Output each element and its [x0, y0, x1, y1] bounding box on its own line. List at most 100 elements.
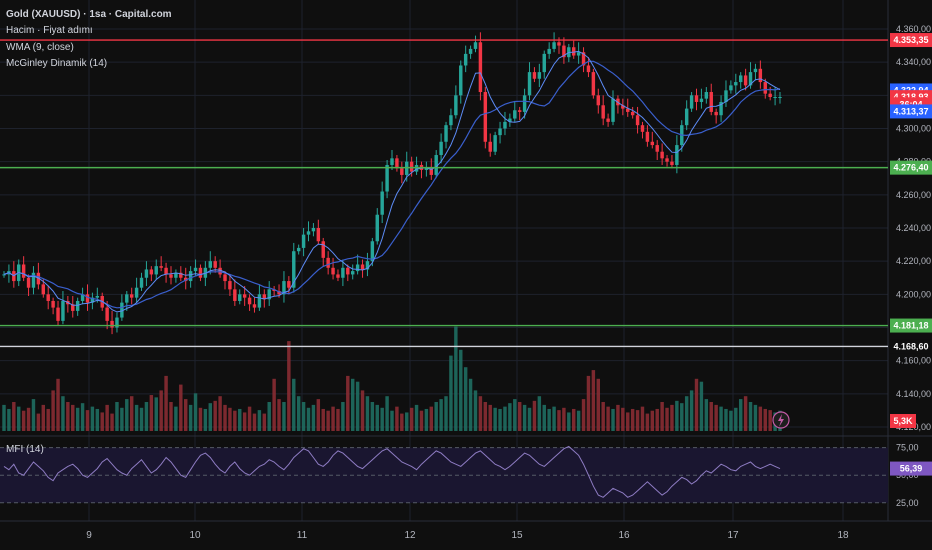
- candle-body: [51, 300, 55, 308]
- volume-bar: [370, 402, 375, 431]
- mfi-value-text: 56,39: [900, 464, 923, 474]
- volume-bar: [621, 407, 625, 431]
- volume-bar: [596, 378, 600, 431]
- candle-body: [660, 151, 664, 159]
- candle-body: [242, 294, 247, 298]
- candle-body: [724, 90, 728, 102]
- candle-body: [350, 271, 355, 275]
- candle-body: [483, 92, 488, 142]
- candle-body: [95, 295, 100, 298]
- volume-bar: [616, 404, 620, 431]
- volume-bar: [31, 399, 36, 431]
- candle-body: [434, 155, 438, 175]
- current-price-text: 4.318,93: [893, 92, 928, 102]
- candle-body: [650, 141, 655, 146]
- volume-bar: [174, 406, 178, 431]
- candle-body: [139, 277, 144, 288]
- volume-bar: [606, 406, 610, 431]
- volume-bar: [193, 393, 198, 431]
- candle-body: [537, 72, 542, 79]
- volume-bar: [763, 408, 767, 431]
- candle-body: [591, 72, 596, 96]
- volume-bar: [493, 407, 497, 431]
- candle-body: [449, 115, 453, 126]
- time-axis-label: 17: [727, 530, 739, 541]
- volume-bar: [409, 407, 414, 431]
- volume-bar: [144, 402, 149, 431]
- volume-bar: [640, 406, 645, 431]
- volume-indicator-label[interactable]: Hacim · Fiyat adımı: [6, 25, 93, 36]
- volume-bar: [508, 403, 512, 431]
- mcginley-indicator-label[interactable]: McGinley Dinamik (14): [6, 58, 108, 69]
- volume-bar: [626, 412, 630, 431]
- candle-body: [675, 145, 679, 165]
- candle-body: [375, 214, 379, 242]
- volume-bar: [522, 404, 527, 431]
- volume-bar: [292, 378, 296, 431]
- candle-body: [729, 85, 733, 91]
- level-price-text: 4.181,18: [893, 321, 928, 331]
- price-tick-label: 4.360,00: [896, 24, 931, 34]
- volume-bar: [365, 396, 370, 431]
- current-price-badge: [890, 104, 932, 119]
- candle-body: [748, 72, 753, 86]
- volume-bar: [395, 406, 399, 431]
- candle-body: [272, 289, 276, 292]
- volume-bar: [758, 406, 763, 431]
- candle-body: [670, 161, 674, 165]
- time-axis-label: 9: [86, 530, 92, 541]
- volume-bar: [360, 390, 365, 431]
- volume-bar: [670, 404, 674, 431]
- candle-body: [522, 95, 527, 112]
- mfi-value-badge: [890, 461, 932, 476]
- candle-body: [238, 294, 242, 301]
- volume-bar: [139, 407, 144, 431]
- candle-body: [262, 294, 267, 300]
- candle-body: [385, 164, 389, 192]
- candle-body: [208, 261, 212, 268]
- candle-body: [370, 241, 375, 262]
- volume-bar: [454, 326, 458, 431]
- volume-bar: [405, 412, 409, 431]
- mfi-indicator-label[interactable]: MFI (14): [6, 444, 44, 455]
- volume-bar: [375, 404, 379, 431]
- candle-body: [267, 289, 271, 300]
- candle-body: [213, 261, 217, 268]
- volume-bar: [684, 396, 689, 431]
- candle-body: [645, 131, 650, 142]
- candle-body: [562, 45, 566, 58]
- volume-bar: [513, 399, 517, 431]
- volume-value-text: 5,3K: [893, 416, 913, 426]
- volume-bar: [699, 381, 704, 431]
- candle-body: [360, 264, 365, 270]
- candle-body: [572, 47, 576, 56]
- mfi-tick-label: 25,00: [896, 498, 919, 508]
- volume-bar: [562, 407, 566, 431]
- volume-bar: [488, 404, 492, 431]
- wma-indicator-label[interactable]: WMA (9, close): [6, 42, 74, 53]
- candle-body: [704, 92, 709, 99]
- candle-body: [228, 281, 232, 290]
- volume-bar: [120, 407, 124, 431]
- candle-body: [120, 302, 124, 318]
- volume-bar: [503, 406, 507, 431]
- candle-body: [395, 158, 399, 169]
- candle-body: [738, 75, 743, 83]
- candle-body: [179, 272, 183, 278]
- symbol-title[interactable]: Gold (XAUUSD) · 1sa · Capital.com: [6, 9, 172, 20]
- time-axis-label: 15: [511, 530, 523, 541]
- level-price-badge: [890, 160, 932, 175]
- volume-bar: [680, 403, 684, 431]
- candle-body: [429, 168, 434, 175]
- candle-body: [758, 68, 763, 83]
- volume-bar: [468, 378, 473, 431]
- volume-bar: [552, 406, 556, 431]
- volume-bar: [390, 410, 394, 431]
- volume-bar: [2, 404, 6, 431]
- volume-bar: [247, 406, 252, 431]
- mfi-line: [3, 445, 781, 498]
- candle-body: [346, 267, 350, 275]
- candle-body: [169, 274, 173, 278]
- volume-bar: [336, 408, 340, 431]
